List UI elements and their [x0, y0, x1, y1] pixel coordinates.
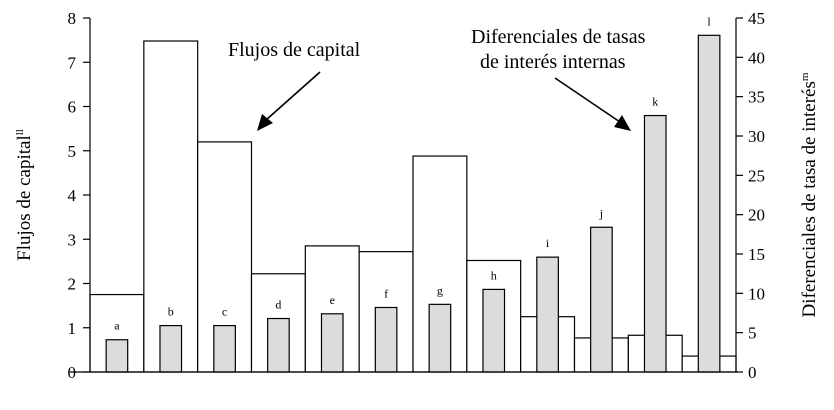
right-tick-label-5: 5 — [748, 324, 757, 343]
annotation-diff-arrowhead — [614, 115, 631, 131]
bar-label-c: c — [222, 305, 227, 319]
annotation-capital-arrow — [265, 71, 321, 121]
capital-flow-bars — [89, 40, 737, 373]
right-tick-label-40: 40 — [748, 48, 765, 67]
interest-differential-bar-i — [536, 256, 559, 373]
bar-label-e: e — [330, 293, 335, 307]
interest-differential-bar-h — [482, 288, 506, 373]
interest-differential-bar-e — [320, 313, 344, 373]
annotation-diff-line2: de interés internas — [480, 51, 626, 73]
left-tick-label-4: 4 — [68, 186, 77, 205]
left-tick-label-7: 7 — [68, 53, 77, 72]
bar-label-g: g — [437, 283, 443, 297]
left-axis-label: Flujos de capitalll — [14, 129, 35, 261]
left-axis-ticks: 0 1 2 3 4 5 6 7 8 — [68, 9, 90, 382]
left-tick-label-1: 1 — [68, 319, 77, 338]
interest-differential-bars — [105, 34, 721, 373]
right-tick-label-0: 0 — [748, 363, 757, 382]
annotation-capital-flows: Flujos de capital — [228, 39, 361, 61]
right-tick-label-35: 35 — [748, 88, 765, 107]
left-tick-label-6: 6 — [68, 98, 77, 117]
left-tick-label-5: 5 — [68, 142, 77, 161]
annotation-capital-arrowhead — [257, 114, 273, 131]
right-tick-label-20: 20 — [748, 206, 765, 225]
right-axis-label-sup: m — [799, 72, 811, 81]
right-tick-label-45: 45 — [748, 9, 765, 28]
left-tick-label-2: 2 — [68, 275, 77, 294]
interest-differential-bar-b — [159, 324, 183, 373]
interest-differential-bar-k — [643, 114, 667, 373]
capital-flow-bar-b — [143, 40, 199, 373]
annotation-diff-line1: Diferenciales de tasas — [471, 26, 646, 48]
right-axis-label: Diferenciales de tasa de interésm — [799, 72, 820, 317]
interest-differential-bar-c — [213, 324, 236, 373]
interest-differential-bar-j — [590, 226, 613, 373]
bar-label-j: j — [599, 206, 603, 220]
bar-label-b: b — [168, 305, 174, 319]
right-tick-label-25: 25 — [748, 166, 765, 185]
interest-differential-bar-a — [105, 339, 129, 373]
right-tick-label-30: 30 — [748, 127, 765, 146]
bar-label-h: h — [491, 268, 497, 282]
bar-label-a: a — [114, 319, 120, 333]
interest-differential-bar-f — [374, 306, 398, 373]
right-tick-label-15: 15 — [748, 245, 765, 264]
bar-label-f: f — [384, 286, 388, 300]
left-tick-label-8: 8 — [68, 9, 77, 28]
interest-differential-bar-l — [697, 34, 721, 373]
bar-label-i: i — [546, 236, 550, 250]
bar-category-labels: a b c d e f g h i j k l — [114, 14, 711, 332]
right-tick-label-10: 10 — [748, 284, 765, 303]
bar-label-d: d — [275, 298, 281, 312]
bar-label-k: k — [652, 95, 658, 109]
interest-differential-bar-g — [428, 303, 452, 373]
right-axis-ticks: 0 5 10 15 20 25 30 35 40 45 — [736, 9, 765, 382]
left-axis-label-sup: ll — [14, 129, 26, 135]
left-tick-label-0: 0 — [68, 363, 77, 382]
interest-differential-bar-d — [267, 317, 290, 373]
left-tick-label-3: 3 — [68, 230, 77, 249]
annotation-diff-arrow — [554, 77, 621, 123]
bar-label-l: l — [707, 14, 711, 28]
